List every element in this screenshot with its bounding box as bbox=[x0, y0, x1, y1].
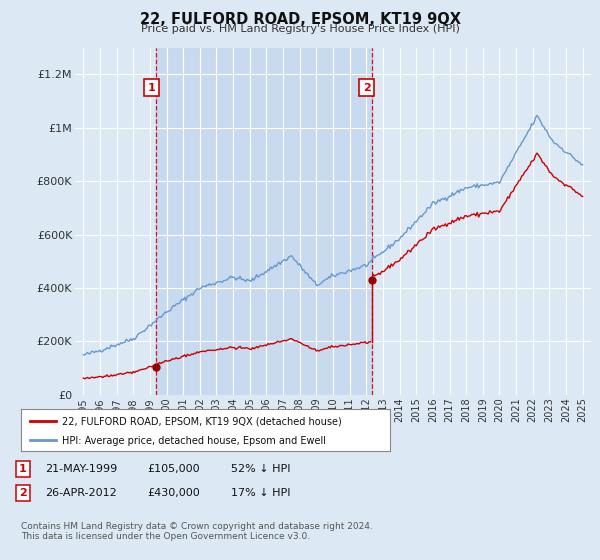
Text: 21-MAY-1999: 21-MAY-1999 bbox=[45, 464, 117, 474]
Text: £430,000: £430,000 bbox=[147, 488, 200, 498]
Text: 52% ↓ HPI: 52% ↓ HPI bbox=[231, 464, 290, 474]
Text: 22, FULFORD ROAD, EPSOM, KT19 9QX (detached house): 22, FULFORD ROAD, EPSOM, KT19 9QX (detac… bbox=[62, 417, 341, 426]
Text: 2: 2 bbox=[363, 83, 370, 92]
Text: Contains HM Land Registry data © Crown copyright and database right 2024.
This d: Contains HM Land Registry data © Crown c… bbox=[21, 522, 373, 542]
Text: 26-APR-2012: 26-APR-2012 bbox=[45, 488, 117, 498]
Text: Price paid vs. HM Land Registry's House Price Index (HPI): Price paid vs. HM Land Registry's House … bbox=[140, 24, 460, 34]
Text: HPI: Average price, detached house, Epsom and Ewell: HPI: Average price, detached house, Epso… bbox=[62, 436, 326, 446]
Text: 1: 1 bbox=[19, 464, 26, 474]
Text: 22, FULFORD ROAD, EPSOM, KT19 9QX: 22, FULFORD ROAD, EPSOM, KT19 9QX bbox=[139, 12, 461, 27]
Bar bbox=[157, 48, 371, 395]
Text: £105,000: £105,000 bbox=[147, 464, 200, 474]
Text: 2: 2 bbox=[19, 488, 26, 498]
Text: 17% ↓ HPI: 17% ↓ HPI bbox=[231, 488, 290, 498]
Text: 1: 1 bbox=[148, 83, 155, 92]
